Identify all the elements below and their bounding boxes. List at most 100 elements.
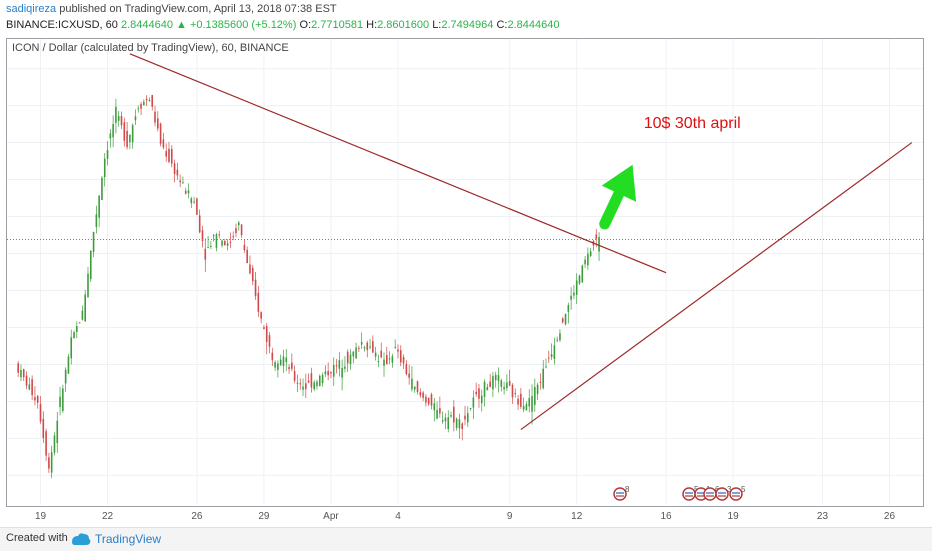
candle-body [106,149,109,159]
candle-body [363,347,366,349]
candle-body [56,420,59,444]
candle-body [547,357,550,359]
candle-body [173,163,176,175]
tradingview-link[interactable]: TradingView [95,532,162,546]
x-tick-label: 29 [258,511,270,522]
candle-body [165,151,167,157]
candle-body [179,180,181,183]
candle-body [187,190,190,194]
author-link[interactable]: sadiqireza [6,3,57,15]
candle-body [263,327,265,330]
candle-body [567,305,570,313]
candle-body [584,259,586,265]
chart-title: ICON / Dollar (calculated by TradingView… [12,42,289,54]
candle-body [48,457,50,469]
x-tick-label: 26 [884,511,896,522]
x-tick-label: 9 [507,511,513,522]
candle-body [204,248,207,260]
candle-body [380,350,383,358]
candle-body [324,371,327,375]
candle-body [517,398,519,405]
candle-body [408,373,410,378]
candle-body [291,362,293,369]
candle-body [87,273,89,297]
candle-body [39,403,42,422]
candle-body [157,118,159,129]
candle-body [595,234,598,239]
candle-body [112,124,114,138]
candle-body [31,379,33,396]
candle-body [383,359,385,366]
candle-body [210,246,212,248]
candle-body [137,108,140,110]
candle-body [480,395,483,404]
candle-body [441,420,444,422]
candle-body [341,367,343,378]
candle-body [184,190,187,194]
candle-body [514,393,517,395]
candle-body [553,345,556,359]
candle-body [131,125,134,143]
candle-body [313,382,315,390]
candle-body [511,384,514,398]
candle-body [34,396,36,401]
open-value: 2.7710581 [311,19,364,31]
candle-body [307,380,310,383]
candle-body [221,240,223,246]
x-tick-label: 26 [191,511,203,522]
candle-body [126,130,128,148]
candle-body [215,234,218,248]
candle-body [520,393,522,407]
candle-body [453,406,455,423]
candle-body [84,294,86,322]
published-text: published on TradingView.com, April 13, … [59,3,337,15]
candle-body [196,198,198,215]
candle-body [352,351,355,357]
x-tick-label: 4 [395,511,401,522]
x-tick-label: Apr [323,511,339,522]
candle-body [534,387,536,405]
candle-body [349,354,352,365]
candle-body [335,365,338,367]
candle-body [279,359,282,366]
candle-body [318,375,321,386]
candle-body [274,362,276,368]
candle-body [425,396,427,403]
candle-body [151,95,154,107]
candle-body [73,332,75,339]
candle-body [466,413,469,423]
candle-body [346,351,349,364]
candle-body [282,356,285,367]
candle-body [542,368,544,389]
candle-body [436,409,438,419]
candle-body [81,310,84,320]
candle-body [508,380,511,386]
candle-body [581,265,584,283]
candle-body [369,346,371,348]
candle-body [268,335,271,347]
candle-body [475,391,477,395]
candle-body [522,405,525,410]
candle-body [45,431,47,456]
candle-body [207,247,209,249]
candle-body [288,367,290,370]
candle-body [103,158,106,178]
candle-body [536,384,539,394]
candle-body [271,352,274,361]
candle-body [433,403,436,411]
candle-body [439,408,441,414]
x-tick-label: 12 [571,511,583,522]
close-value: 2.8444640 [507,19,560,31]
candle-body [377,361,380,363]
candle-body [76,326,78,332]
close-label: C: [496,19,508,31]
candle-body [89,250,92,280]
candle-body [190,198,193,204]
high-label: H: [366,19,378,31]
candle-body [159,123,162,144]
candle-body [310,373,313,388]
candle-body [388,358,391,360]
candle-body [550,354,553,358]
candle-body [243,244,246,251]
